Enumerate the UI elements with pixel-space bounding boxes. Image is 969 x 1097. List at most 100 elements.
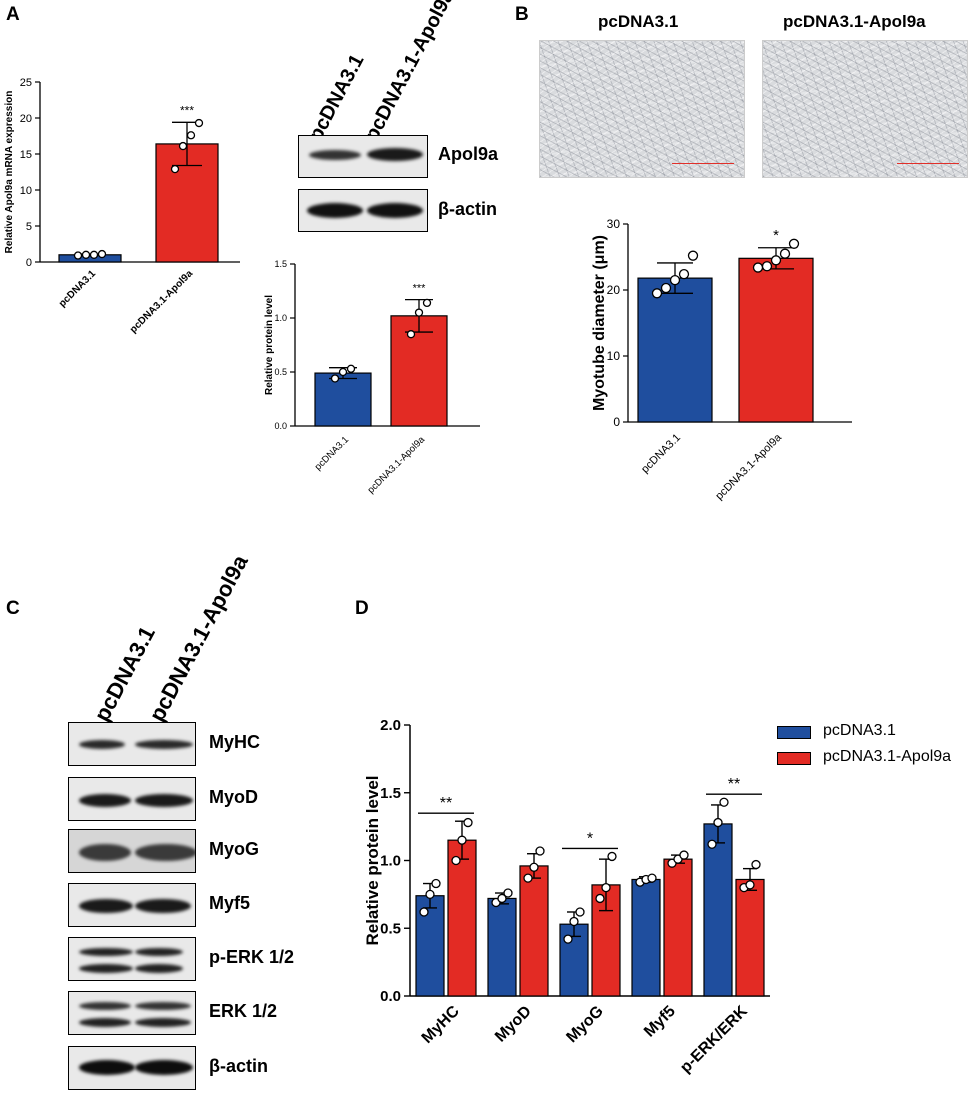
data-point bbox=[651, 288, 663, 299]
scale-bar bbox=[897, 163, 959, 164]
bar bbox=[314, 372, 372, 427]
blot-band bbox=[79, 964, 133, 973]
data-point bbox=[170, 164, 180, 174]
bar bbox=[637, 277, 713, 423]
blot-band bbox=[79, 844, 131, 861]
data-point bbox=[770, 255, 782, 266]
data-point bbox=[719, 797, 729, 807]
y-tick-label: 30 bbox=[607, 217, 621, 231]
micrograph-control bbox=[539, 40, 745, 178]
panel-letter-d: D bbox=[355, 598, 369, 619]
category-label: pcDNA3.1 bbox=[57, 268, 98, 309]
apol9a-protein-chart: 0.0 0.5 1.0 1.5 Relative protein level pcDNA3… bbox=[264, 259, 480, 496]
data-point bbox=[414, 308, 424, 317]
data-point bbox=[194, 118, 204, 128]
data-point bbox=[713, 817, 723, 828]
data-point bbox=[687, 250, 699, 261]
y-tick-label: 1.0 bbox=[274, 313, 287, 323]
blot-c-strip bbox=[68, 991, 196, 1035]
data-point bbox=[73, 251, 83, 260]
data-point bbox=[451, 855, 461, 866]
category-label: p-ERK/ERK bbox=[677, 1002, 751, 1076]
data-point bbox=[497, 893, 507, 904]
micrograph-title-right: pcDNA3.1-Apol9a bbox=[783, 12, 926, 31]
blot-band bbox=[79, 794, 131, 807]
blot-c-label: MyoD bbox=[209, 787, 258, 807]
data-point bbox=[779, 248, 791, 259]
data-point bbox=[535, 846, 545, 856]
legend-label-treatment: pcDNA3.1-Apol9a bbox=[823, 748, 952, 765]
y-tick-label: 1.5 bbox=[380, 785, 401, 802]
data-point bbox=[745, 880, 755, 890]
data-point bbox=[406, 330, 416, 339]
data-point bbox=[346, 364, 356, 373]
blot-band bbox=[79, 740, 125, 749]
y-tick-label: 10 bbox=[607, 349, 621, 363]
blot-c-strip bbox=[68, 829, 196, 873]
bar bbox=[663, 858, 693, 997]
mrna-expression-chart: 0 5 10 15 20 25 Relative Apol9a mRNA expressio… bbox=[4, 77, 240, 335]
blot-band bbox=[79, 1002, 131, 1010]
bar bbox=[519, 865, 549, 997]
data-point bbox=[678, 269, 690, 280]
blot-band bbox=[79, 1060, 135, 1075]
blot-band bbox=[135, 794, 193, 807]
blot-band bbox=[79, 1018, 131, 1027]
blot-band bbox=[135, 1060, 193, 1075]
bar bbox=[447, 839, 477, 997]
data-point bbox=[81, 250, 91, 259]
y-tick-label: 0 bbox=[613, 415, 620, 429]
blot-c-strip bbox=[68, 722, 196, 766]
y-axis-label: Relative protein level bbox=[264, 295, 275, 395]
category-label: pcDNA3.1 bbox=[639, 432, 683, 476]
blot-c-strip bbox=[68, 883, 196, 927]
blot-band bbox=[135, 948, 183, 956]
data-point bbox=[457, 835, 467, 845]
data-point bbox=[523, 873, 533, 883]
bar bbox=[735, 878, 765, 997]
blot-a-label-1: β-actin bbox=[438, 199, 497, 219]
significance-label: *** bbox=[413, 283, 427, 295]
y-tick-label: 0.0 bbox=[380, 988, 401, 1005]
bar bbox=[390, 315, 448, 427]
blot-a-lane-control: pcDNA3.1 bbox=[304, 50, 369, 145]
data-point bbox=[788, 238, 800, 249]
data-point bbox=[97, 249, 107, 259]
blot-c-label: p-ERK 1/2 bbox=[209, 947, 295, 967]
micrograph-treatment bbox=[762, 40, 968, 178]
data-point bbox=[529, 862, 539, 872]
y-tick-label: 15 bbox=[20, 149, 32, 161]
panel-letter-c: C bbox=[6, 598, 20, 619]
y-tick-label: 5 bbox=[26, 221, 32, 233]
blot-a-actin bbox=[298, 189, 428, 232]
data-point bbox=[503, 888, 513, 898]
panel-letter-a: A bbox=[6, 4, 20, 25]
legend-swatch-treatment bbox=[777, 752, 811, 765]
data-point bbox=[563, 934, 573, 944]
blot-c-label: MyoG bbox=[209, 839, 260, 859]
category-label: MyHC bbox=[419, 1002, 463, 1046]
blot-c-strip bbox=[68, 937, 196, 981]
category-label: MyoG bbox=[563, 1003, 606, 1046]
data-point bbox=[761, 261, 773, 272]
data-point bbox=[601, 882, 611, 893]
blot-a-lane-treatment: pcDNA3.1-Apol9a bbox=[360, 0, 459, 145]
data-point bbox=[575, 907, 585, 917]
y-tick-label: 20 bbox=[20, 113, 32, 125]
blot-a-apol9a bbox=[298, 135, 428, 178]
blot-c-lane-treatment: pcDNA3.1-Apol9a bbox=[144, 550, 253, 726]
data-point bbox=[569, 916, 579, 927]
category-label: pcDNA3.1-Apol9a bbox=[366, 434, 428, 496]
legend-swatch-control bbox=[777, 726, 811, 739]
myotube-diameter-chart: 0 10 20 30 Myotube diameter (μm) pcDNA3.1 * pcD… bbox=[591, 217, 852, 502]
category-label: MyoD bbox=[492, 1003, 535, 1046]
data-point bbox=[425, 889, 435, 900]
blot-c-strip bbox=[68, 1046, 196, 1090]
scale-bar bbox=[672, 163, 734, 164]
y-tick-label: 1.5 bbox=[274, 259, 287, 269]
blot-band bbox=[79, 899, 133, 913]
y-axis-label: Myotube diameter (μm) bbox=[591, 235, 608, 411]
significance-label: ** bbox=[728, 776, 740, 793]
y-tick-label: 0.5 bbox=[380, 920, 401, 937]
bar bbox=[703, 823, 733, 997]
